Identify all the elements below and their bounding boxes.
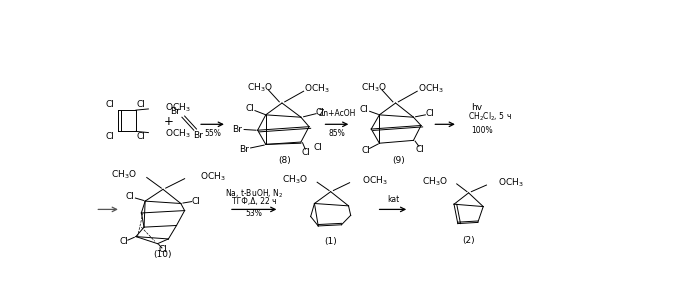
Text: OCH$_3$: OCH$_3$ — [362, 175, 388, 187]
Text: 55%: 55% — [204, 129, 221, 138]
Text: (1): (1) — [325, 237, 337, 246]
Text: kat: kat — [387, 196, 399, 204]
Text: Cl: Cl — [314, 143, 322, 153]
Text: 85%: 85% — [329, 129, 346, 138]
Text: 100%: 100% — [471, 126, 493, 135]
Text: Cl: Cl — [362, 146, 370, 155]
Text: Cl: Cl — [137, 100, 146, 109]
Text: Br: Br — [232, 125, 242, 134]
Text: Cl: Cl — [158, 245, 168, 254]
Text: Cl: Cl — [119, 237, 128, 246]
Text: Cl: Cl — [191, 196, 200, 206]
Text: Zn+AcOH: Zn+AcOH — [318, 109, 355, 118]
Text: (2): (2) — [462, 236, 475, 245]
Text: CH$_3$O: CH$_3$O — [247, 81, 274, 94]
Text: CH$_3$O: CH$_3$O — [111, 169, 137, 181]
Text: (9): (9) — [392, 157, 405, 165]
Text: Cl: Cl — [105, 132, 114, 141]
Text: OCH$_3$: OCH$_3$ — [200, 170, 225, 183]
Text: +: + — [163, 115, 173, 128]
Text: Cl: Cl — [302, 148, 311, 157]
Text: Cl: Cl — [315, 108, 325, 117]
Text: OCH$_3$: OCH$_3$ — [165, 102, 191, 115]
Text: Cl: Cl — [359, 105, 369, 114]
Text: hv: hv — [471, 103, 482, 112]
Text: ТГФ,Δ, 22 ч: ТГФ,Δ, 22 ч — [232, 197, 276, 206]
Text: OCH$_3$: OCH$_3$ — [304, 83, 330, 95]
Text: OCH$_3$: OCH$_3$ — [165, 127, 191, 140]
Text: OCH$_3$: OCH$_3$ — [418, 83, 444, 95]
Text: Br: Br — [170, 107, 180, 116]
Text: 53%: 53% — [246, 209, 262, 218]
Text: CH$_2$Cl$_2$, 5 ч: CH$_2$Cl$_2$, 5 ч — [468, 111, 512, 123]
Text: Na, t-BuOH, N$_2$: Na, t-BuOH, N$_2$ — [225, 187, 283, 200]
Text: Br: Br — [239, 145, 249, 154]
Text: Cl: Cl — [415, 145, 424, 154]
Text: CH$_3$O: CH$_3$O — [422, 175, 448, 188]
Text: (8): (8) — [279, 157, 291, 165]
Text: OCH$_3$: OCH$_3$ — [498, 177, 524, 189]
Text: Br: Br — [193, 131, 203, 140]
Text: (10): (10) — [154, 250, 172, 259]
Text: Cl: Cl — [425, 109, 434, 118]
Text: CH$_3$O: CH$_3$O — [282, 173, 308, 186]
Text: Cl: Cl — [126, 192, 135, 201]
Text: Cl: Cl — [105, 100, 114, 109]
Text: Cl: Cl — [245, 104, 254, 114]
Text: CH$_3$O: CH$_3$O — [361, 81, 387, 94]
Text: Cl: Cl — [137, 132, 146, 141]
